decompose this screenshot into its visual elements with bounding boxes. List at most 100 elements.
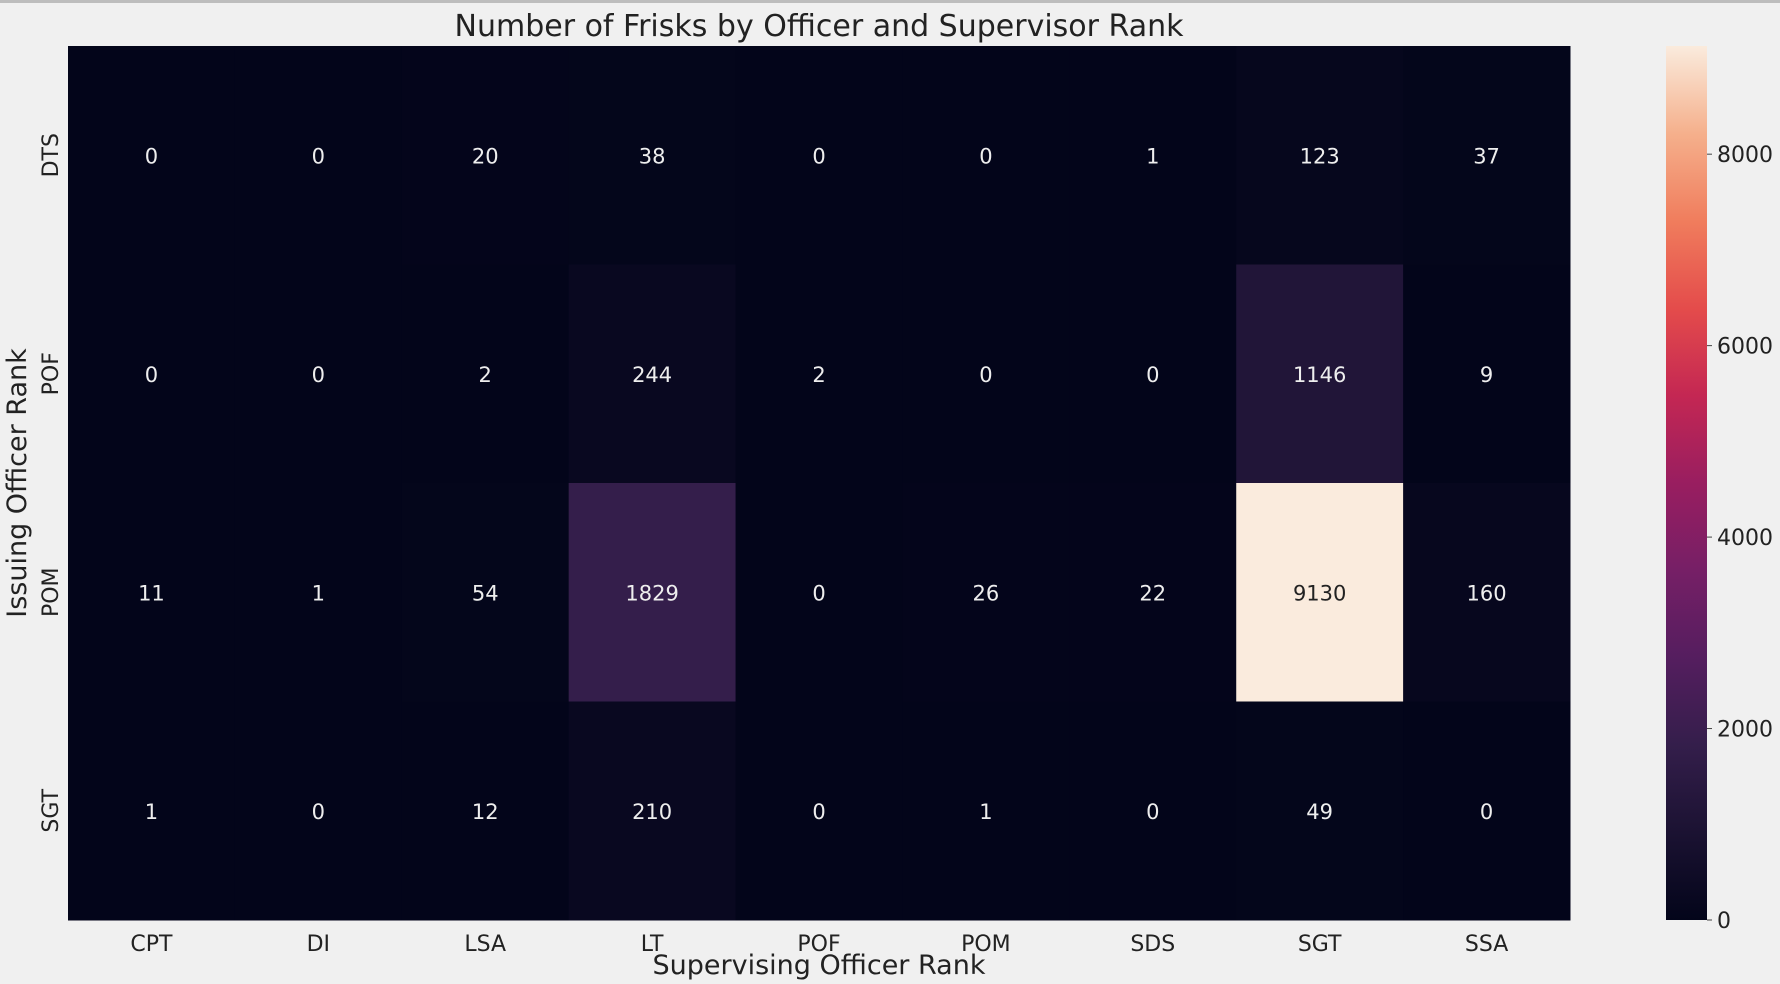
cell-value-label: 1829 bbox=[625, 581, 678, 605]
heatmap-cell bbox=[902, 701, 1070, 921]
x-tick-label: SDS bbox=[1130, 932, 1175, 957]
cell-value-label: 210 bbox=[632, 800, 672, 824]
x-tick-label: POM bbox=[961, 932, 1011, 957]
y-tick-label: POM bbox=[39, 567, 64, 617]
heatmap-cell bbox=[1069, 46, 1237, 265]
cell-value-label: 37 bbox=[1473, 144, 1500, 168]
cell-value-label: 20 bbox=[472, 144, 499, 168]
heatmap-cell bbox=[568, 46, 737, 265]
chart-title: Number of Frisks by Officer and Supervis… bbox=[455, 9, 1185, 44]
x-tick-label: SGT bbox=[1298, 932, 1342, 957]
heatmap-cells: 0 0 20 38 0 0 1 123 370 0 2 244 2 0 0 1146 911 1 54 1829 0 26… bbox=[68, 46, 1571, 921]
cell-value-label: 0 bbox=[312, 800, 325, 824]
cell-value-label: 244 bbox=[632, 363, 672, 387]
cell-value-label: 0 bbox=[1146, 363, 1159, 387]
x-axis-label: Supervising Officer Rank bbox=[653, 950, 986, 981]
window-top-edge bbox=[0, 0, 1780, 3]
cell-value-label: 11 bbox=[138, 581, 165, 605]
cell-value-label: 22 bbox=[1139, 581, 1166, 605]
heatmap-cell bbox=[1236, 264, 1404, 484]
colorbar-gradient bbox=[1666, 46, 1707, 920]
heatmap-cell bbox=[68, 483, 236, 702]
y-tick-label: SGT bbox=[39, 788, 64, 832]
heatmap-cell bbox=[902, 483, 1070, 702]
heatmap-cell bbox=[68, 701, 236, 921]
heatmap-cell bbox=[401, 701, 570, 921]
cell-value-label: 0 bbox=[312, 363, 325, 387]
cell-value-label: 1146 bbox=[1293, 363, 1346, 387]
y-axis-label: Issuing Officer Rank bbox=[2, 348, 33, 618]
cell-value-label: 54 bbox=[472, 581, 499, 605]
heatmap-cell bbox=[401, 264, 570, 484]
x-tick-label: POF bbox=[797, 932, 840, 957]
heatmap-cell bbox=[1403, 701, 1571, 921]
y-tick-label: POF bbox=[39, 352, 64, 395]
cell-value-label: 0 bbox=[979, 144, 992, 168]
cell-value-label: 49 bbox=[1306, 800, 1333, 824]
cell-value-label: 9130 bbox=[1293, 581, 1346, 605]
cell-value-label: 0 bbox=[312, 144, 325, 168]
heatmap-cell bbox=[735, 701, 903, 921]
x-tick-label: SSA bbox=[1465, 932, 1508, 957]
heatmap-cell bbox=[1069, 701, 1237, 921]
heatmap-cell bbox=[401, 483, 570, 702]
colorbar: 0 2000 4000 6000 8000 bbox=[1666, 46, 1773, 934]
heatmap-cell bbox=[902, 46, 1070, 265]
heatmap-cell bbox=[735, 483, 903, 702]
cell-value-label: 0 bbox=[812, 144, 825, 168]
cell-value-label: 12 bbox=[472, 800, 499, 824]
x-tick-label: LSA bbox=[464, 932, 506, 957]
heatmap-cell bbox=[1069, 483, 1237, 702]
colorbar-tick-labels: 0 2000 4000 6000 8000 bbox=[1707, 143, 1773, 934]
colorbar-tick-label: 4000 bbox=[1717, 526, 1773, 551]
cell-value-label: 2 bbox=[479, 363, 492, 387]
heatmap-cell bbox=[1236, 701, 1404, 921]
heatmap-cell bbox=[568, 264, 737, 484]
heatmap-cell bbox=[1236, 483, 1404, 702]
colorbar-tick-label: 0 bbox=[1717, 909, 1731, 934]
cell-value-label: 0 bbox=[979, 363, 992, 387]
cell-value-label: 26 bbox=[973, 581, 1000, 605]
y-tick-labels: DTS POF POM SGT bbox=[39, 133, 64, 833]
heatmap-cell bbox=[735, 46, 903, 265]
cell-value-label: 0 bbox=[812, 800, 825, 824]
heatmap-cell bbox=[1236, 46, 1404, 265]
heatmap-cell bbox=[1069, 264, 1237, 484]
x-tick-label: LT bbox=[641, 932, 664, 957]
heatmap-cell bbox=[902, 264, 1070, 484]
cell-value-label: 1 bbox=[979, 800, 992, 824]
cell-value-label: 0 bbox=[145, 144, 158, 168]
cell-value-label: 2 bbox=[812, 363, 825, 387]
x-tick-label: CPT bbox=[130, 932, 173, 957]
cell-value-label: 0 bbox=[145, 363, 158, 387]
heatmap-cell bbox=[234, 264, 403, 484]
cell-value-label: 9 bbox=[1480, 363, 1493, 387]
heatmap-cell bbox=[68, 264, 236, 484]
heatmap-cell bbox=[401, 46, 570, 265]
heatmap-cell bbox=[1403, 46, 1571, 265]
cell-value-label: 1 bbox=[312, 581, 325, 605]
heatmap-cell bbox=[568, 701, 737, 921]
heatmap-cell bbox=[735, 264, 903, 484]
cell-value-label: 160 bbox=[1467, 581, 1507, 605]
cell-value-label: 1 bbox=[1146, 144, 1159, 168]
heatmap-cell bbox=[68, 46, 236, 265]
heatmap-cell bbox=[1403, 264, 1571, 484]
colorbar-tick-label: 6000 bbox=[1717, 335, 1773, 360]
cell-value-label: 1 bbox=[145, 800, 158, 824]
y-tick-label: DTS bbox=[39, 133, 64, 177]
cell-value-label: 0 bbox=[812, 581, 825, 605]
x-tick-labels: CPT DI LSA LT POF POM SDS SGT SSA bbox=[130, 932, 1508, 957]
cell-value-label: 0 bbox=[1146, 800, 1159, 824]
heatmap-cell bbox=[234, 483, 403, 702]
cell-value-label: 38 bbox=[639, 144, 666, 168]
cell-value-label: 0 bbox=[1480, 800, 1493, 824]
colorbar-tick-label: 8000 bbox=[1717, 143, 1773, 168]
heatmap-cell bbox=[568, 483, 737, 702]
heatmap-cell bbox=[1403, 483, 1571, 702]
heatmap-cell bbox=[234, 46, 403, 265]
heatmap-cell bbox=[234, 701, 403, 921]
colorbar-tick-label: 2000 bbox=[1717, 718, 1773, 743]
